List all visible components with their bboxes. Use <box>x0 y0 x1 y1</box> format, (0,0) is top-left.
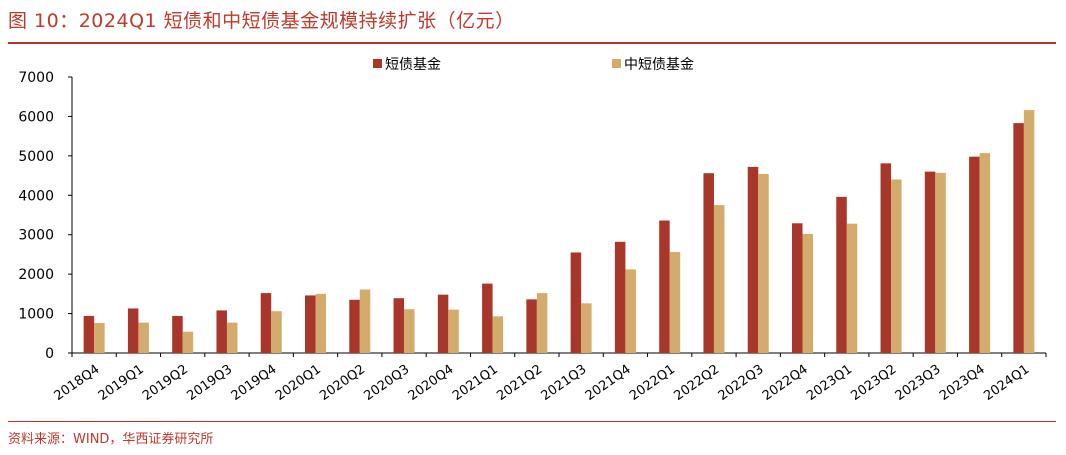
bar-mid-short-bond-fund <box>226 322 238 353</box>
bar-short-bond-fund <box>349 299 360 353</box>
bar-mid-short-bond-fund <box>669 252 681 353</box>
source-note: 资料来源：WIND，华西证券研究所 <box>8 432 214 447</box>
bar-short-bond-fund <box>83 315 95 353</box>
x-tick-label: 2022Q1 <box>627 362 678 404</box>
bar-mid-short-bond-fund <box>625 269 636 353</box>
bar-short-bond-fund <box>482 283 493 353</box>
x-tick-label: 2024Q1 <box>981 362 1032 404</box>
x-tick-label: 2022Q3 <box>716 362 767 404</box>
bar-short-bond-fund <box>437 294 449 353</box>
x-tick-label: 2023Q2 <box>848 362 899 404</box>
bar-mid-short-bond-fund <box>94 323 105 353</box>
legend-swatch <box>373 59 382 68</box>
bar-short-bond-fund <box>570 252 582 353</box>
bar-short-bond-fund <box>393 298 405 353</box>
x-tick-label: 2018Q4 <box>52 362 103 404</box>
y-tick-label: 6000 <box>18 109 54 125</box>
x-tick-label: 2019Q2 <box>140 362 191 404</box>
x-tick-label: 2021Q1 <box>450 362 501 404</box>
bar-mid-short-bond-fund <box>846 223 858 353</box>
bar-mid-short-bond-fund <box>581 303 592 353</box>
bar-mid-short-bond-fund <box>891 179 902 353</box>
x-tick-label: 2020Q3 <box>361 362 412 404</box>
legend-label: 中短债基金 <box>624 56 694 73</box>
bar-short-bond-fund <box>792 223 803 353</box>
bar-mid-short-bond-fund <box>315 293 326 353</box>
y-tick-label: 5000 <box>18 149 54 165</box>
bar-short-bond-fund <box>1013 123 1024 353</box>
bar-mid-short-bond-fund <box>138 322 149 353</box>
bar-short-bond-fund <box>526 299 537 353</box>
bar-mid-short-bond-fund <box>1023 110 1035 354</box>
y-tick-label: 4000 <box>18 188 54 204</box>
bar-mid-short-bond-fund <box>979 153 991 353</box>
bar-short-bond-fund <box>305 295 316 353</box>
figure-title: 图 10：2024Q1 短债和中短债基金规模持续扩张（亿元） <box>8 10 515 32</box>
x-tick-label: 2023Q4 <box>937 362 988 404</box>
bar-short-bond-fund <box>260 293 272 353</box>
bar-mid-short-bond-fund <box>758 173 769 353</box>
x-tick-label: 2019Q3 <box>184 362 235 404</box>
bar-mid-short-bond-fund <box>271 311 282 353</box>
bar-short-bond-fund <box>216 310 227 353</box>
bar-mid-short-bond-fund <box>713 205 725 353</box>
title-divider <box>8 42 1056 44</box>
x-tick-label: 2023Q3 <box>893 362 944 404</box>
bar-short-bond-fund <box>703 173 714 353</box>
bar-mid-short-bond-fund <box>536 293 548 353</box>
x-tick-label: 2021Q4 <box>583 362 634 404</box>
bar-mid-short-bond-fund <box>448 309 459 353</box>
bar-mid-short-bond-fund <box>802 233 813 353</box>
x-tick-label: 2020Q2 <box>317 362 368 404</box>
bar-short-bond-fund <box>172 315 183 353</box>
bar-chart: 010002000300040005000600070002018Q42019Q… <box>18 56 1047 404</box>
legend-label: 短债基金 <box>385 56 441 73</box>
x-tick-label: 2019Q4 <box>229 362 280 404</box>
legend-swatch <box>612 59 621 68</box>
x-tick-label: 2023Q1 <box>804 362 855 404</box>
x-tick-label: 2021Q2 <box>494 362 545 404</box>
bar-short-bond-fund <box>880 163 892 353</box>
y-tick-label: 0 <box>45 346 54 362</box>
bar-mid-short-bond-fund <box>359 289 371 353</box>
x-tick-label: 2020Q4 <box>406 362 457 404</box>
source-divider <box>8 421 1056 422</box>
x-tick-label: 2022Q2 <box>671 362 722 404</box>
y-tick-label: 1000 <box>18 307 54 323</box>
x-tick-label: 2019Q1 <box>96 362 147 404</box>
bar-short-bond-fund <box>127 308 139 353</box>
bar-short-bond-fund <box>969 156 980 353</box>
bar-short-bond-fund <box>659 220 670 353</box>
y-tick-label: 3000 <box>18 228 54 244</box>
bar-mid-short-bond-fund <box>492 316 504 353</box>
bar-mid-short-bond-fund <box>935 172 946 353</box>
bar-short-bond-fund <box>924 171 936 353</box>
bar-mid-short-bond-fund <box>404 309 415 353</box>
y-tick-label: 2000 <box>18 267 54 283</box>
y-tick-label: 7000 <box>18 70 54 86</box>
x-tick-label: 2022Q4 <box>760 362 811 404</box>
bar-mid-short-bond-fund <box>182 331 194 353</box>
bar-short-bond-fund <box>836 196 847 353</box>
x-tick-label: 2020Q1 <box>273 362 324 404</box>
bar-short-bond-fund <box>614 241 626 353</box>
bar-short-bond-fund <box>747 166 759 353</box>
x-tick-label: 2021Q3 <box>539 362 590 404</box>
